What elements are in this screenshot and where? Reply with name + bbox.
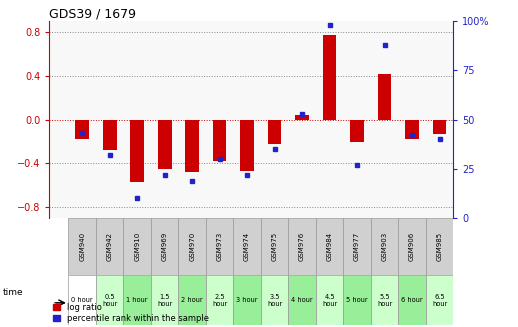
Text: GSM973: GSM973 [217,232,223,261]
Bar [234,275,261,325]
Bar [68,218,96,275]
Bar [350,120,364,142]
Text: 2.5
hour: 2.5 hour [212,294,227,307]
Text: 3.5
hour: 3.5 hour [267,294,282,307]
Bar [289,275,316,325]
Bar [268,120,281,144]
Bar [261,275,289,325]
Bar [151,275,178,325]
Bar [405,120,419,139]
Bar [123,275,151,325]
Bar [131,120,144,182]
Text: 6 hour: 6 hour [401,297,423,303]
Bar [213,120,226,161]
Text: time: time [3,288,23,297]
Text: GSM985: GSM985 [437,232,442,261]
Bar [295,115,309,120]
Text: 1.5
hour: 1.5 hour [157,294,172,307]
Text: GSM976: GSM976 [299,232,305,261]
Bar [96,218,123,275]
Text: 2 hour: 2 hour [181,297,203,303]
Bar [323,35,336,120]
Bar [178,218,206,275]
Text: 5 hour: 5 hour [346,297,368,303]
Text: GSM942: GSM942 [107,232,113,261]
Bar [240,120,254,171]
Bar [123,218,151,275]
Bar [426,218,453,275]
Text: GSM903: GSM903 [382,232,387,261]
Bar [158,120,171,169]
Text: GSM910: GSM910 [134,232,140,261]
Bar [316,275,343,325]
Bar [96,275,123,325]
Text: GSM906: GSM906 [409,232,415,261]
Bar [185,120,199,172]
Text: GSM974: GSM974 [244,232,250,261]
Text: 1 hour: 1 hour [126,297,148,303]
Bar [234,218,261,275]
Bar [75,120,89,139]
Text: GSM977: GSM977 [354,232,360,261]
Text: 3 hour: 3 hour [236,297,258,303]
Text: GSM984: GSM984 [326,232,333,261]
Bar [289,218,316,275]
Bar [433,120,447,134]
Text: 6.5
hour: 6.5 hour [432,294,447,307]
Bar [398,275,426,325]
Bar [316,218,343,275]
Bar [178,275,206,325]
Text: GSM975: GSM975 [271,232,278,261]
Text: GSM969: GSM969 [162,232,168,261]
Bar [261,218,289,275]
Bar [151,218,178,275]
Text: 4.5
hour: 4.5 hour [322,294,337,307]
Bar [206,275,234,325]
Bar [343,275,371,325]
Bar [206,218,234,275]
Text: GDS39 / 1679: GDS39 / 1679 [49,7,136,20]
Text: GSM970: GSM970 [189,232,195,261]
Bar [371,218,398,275]
Bar [68,275,96,325]
Bar [398,218,426,275]
Text: GSM940: GSM940 [79,232,85,261]
Text: 4 hour: 4 hour [291,297,313,303]
Bar [378,74,392,120]
Text: 5.5
hour: 5.5 hour [377,294,392,307]
Text: 0 hour: 0 hour [71,297,93,303]
Bar [343,218,371,275]
Bar [371,275,398,325]
Legend: log ratio, percentile rank within the sample: log ratio, percentile rank within the sa… [53,303,209,323]
Bar [426,275,453,325]
Bar [103,120,117,150]
Text: 0.5
hour: 0.5 hour [102,294,117,307]
